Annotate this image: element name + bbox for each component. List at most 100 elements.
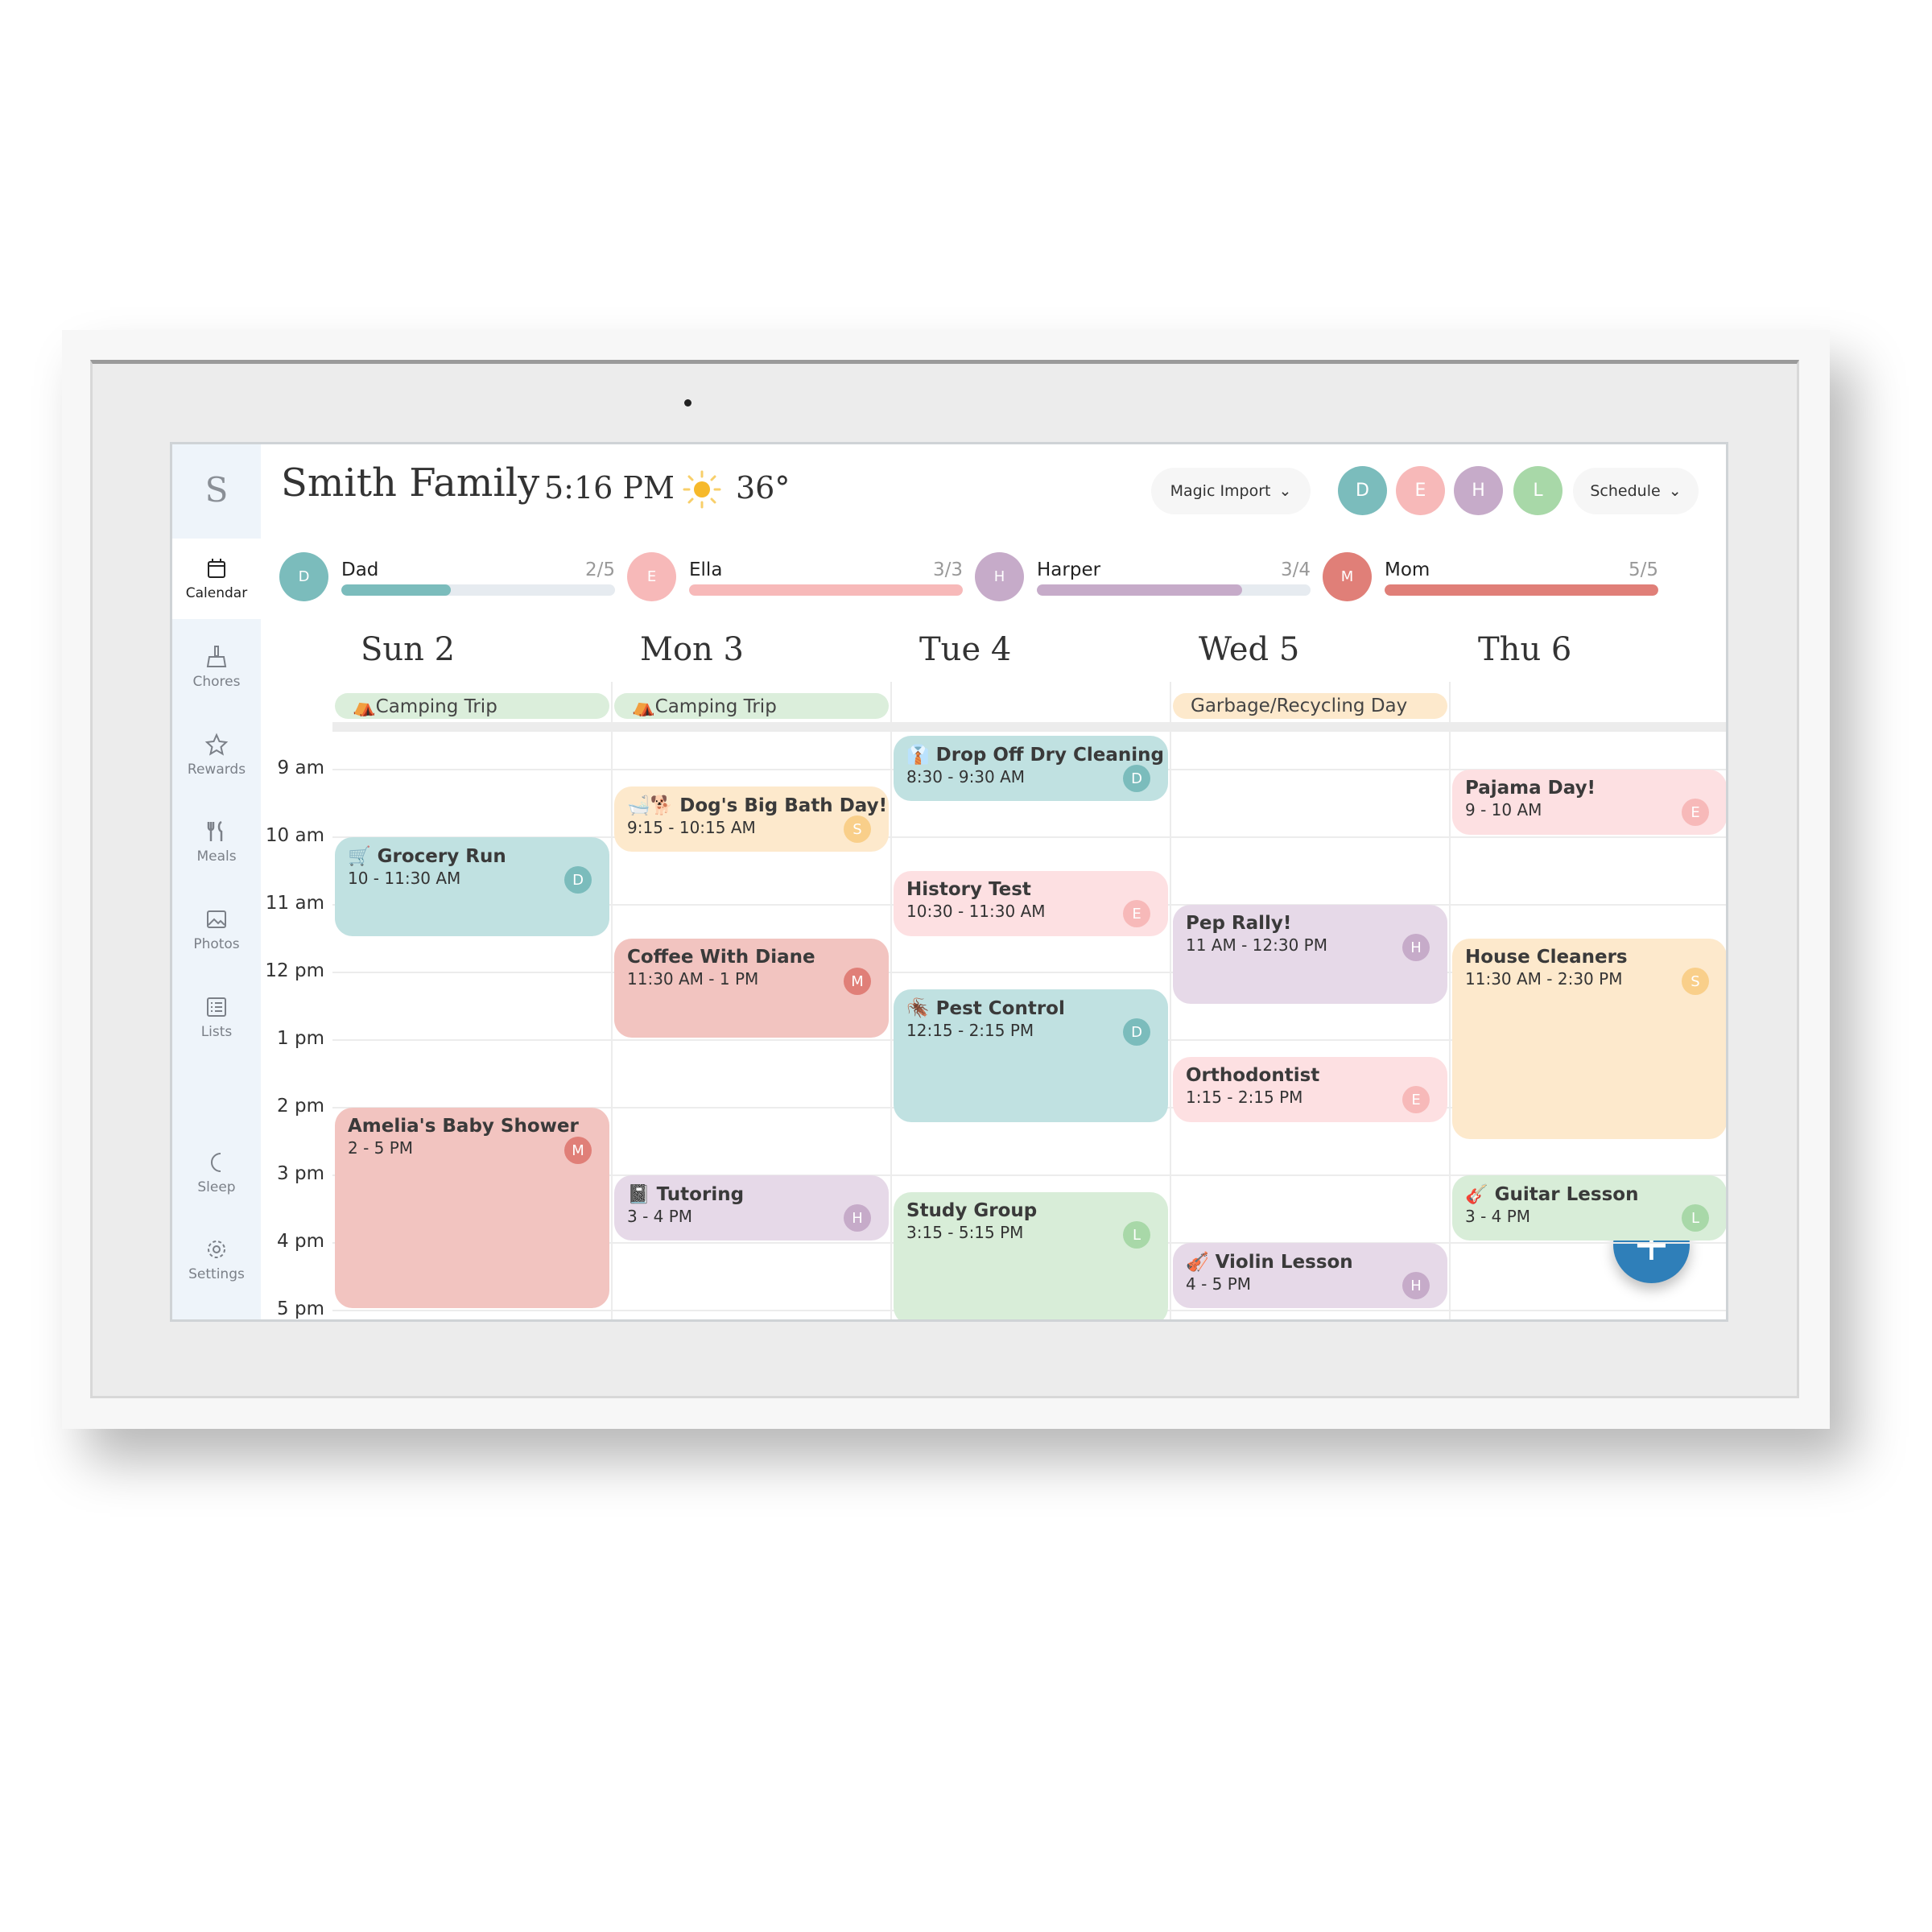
event-time: 9 - 10 AM: [1465, 800, 1542, 819]
sidebar-item-sleep[interactable]: Sleep: [172, 1133, 261, 1213]
calendar-event[interactable]: 🎸 Guitar Lesson 3 - 4 PM L: [1452, 1175, 1726, 1241]
day-header: Tue 4: [919, 631, 1012, 668]
sidebar-item-label: Settings: [188, 1266, 245, 1282]
event-title: 🛒 Grocery Run: [348, 846, 506, 867]
event-time: 3 - 4 PM: [627, 1207, 693, 1226]
member-name: Ella: [689, 559, 723, 580]
sidebar-item-label: Lists: [200, 1024, 233, 1040]
hour-line: [332, 972, 1726, 973]
event-title: History Test: [906, 879, 1031, 900]
time-label: 12 pm: [265, 960, 324, 981]
sidebar: S Calendar Chores Rewards Meals Photos Lists S…: [172, 444, 261, 1319]
calendar-event[interactable]: Coffee With Diane 11:30 AM - 1 PM M: [614, 939, 889, 1038]
avatar: M: [1323, 552, 1372, 601]
event-time: 11 AM - 12:30 PM: [1186, 935, 1327, 955]
sidebar-item-label: Calendar: [185, 585, 248, 601]
calendar-event[interactable]: Orthodontist 1:15 - 2:15 PM E: [1173, 1057, 1447, 1122]
calendar-event[interactable]: Pep Rally! 11 AM - 12:30 PM H: [1173, 905, 1447, 1004]
chore-count: 2/5: [584, 559, 615, 580]
event-title: 🎻 Violin Lesson: [1186, 1252, 1353, 1273]
filter-avatar-l[interactable]: L: [1513, 466, 1563, 515]
sidebar-item-label: Chores: [192, 674, 241, 690]
calendar-event[interactable]: 🎻 Violin Lesson 4 - 5 PM H: [1173, 1243, 1447, 1308]
image-icon: [207, 910, 226, 928]
filter-avatar-e[interactable]: E: [1396, 466, 1445, 515]
event-owner-avatar: E: [1682, 799, 1709, 826]
sidebar-item-meals[interactable]: Meals: [172, 802, 261, 882]
event-owner-avatar: L: [1123, 1221, 1150, 1249]
event-title: 🎸 Guitar Lesson: [1465, 1184, 1639, 1205]
all-day-event[interactable]: Garbage/Recycling Day: [1173, 693, 1447, 719]
event-title: Study Group: [906, 1200, 1038, 1221]
event-owner-avatar: M: [564, 1137, 592, 1164]
brand-logo[interactable]: S: [204, 469, 229, 510]
all-day-divider: [332, 722, 1726, 732]
event-owner-avatar: S: [1682, 968, 1709, 995]
chore-count: 5/5: [1628, 559, 1658, 580]
event-title: Coffee With Diane: [627, 947, 815, 968]
calendar-event[interactable]: Pajama Day! 9 - 10 AM E: [1452, 770, 1726, 835]
event-time: 3 - 4 PM: [1465, 1207, 1531, 1226]
calendar-event[interactable]: 👔 Drop Off Dry Cleaning 8:30 - 9:30 AM D: [894, 736, 1168, 801]
event-time: 4 - 5 PM: [1186, 1274, 1252, 1294]
event-owner-avatar: H: [1402, 1272, 1430, 1299]
event-title: Pajama Day!: [1465, 778, 1596, 799]
calendar-event[interactable]: Amelia's Baby Shower 2 - 5 PM M: [335, 1108, 609, 1308]
calendar-event[interactable]: 🛁🐕 Dog's Big Bath Day! 9:15 - 10:15 AM S: [614, 786, 889, 852]
calendar-event[interactable]: 📓 Tutoring 3 - 4 PM H: [614, 1175, 889, 1241]
sidebar-item-label: Rewards: [187, 762, 246, 778]
schedule-view-dropdown[interactable]: Schedule ⌄: [1573, 468, 1699, 514]
time-label: 9 am: [277, 758, 324, 778]
progress-bar: [1385, 584, 1658, 596]
calendar-event[interactable]: House Cleaners 11:30 AM - 2:30 PM S: [1452, 939, 1726, 1139]
time-label: 4 pm: [277, 1231, 324, 1252]
sidebar-item-rewards[interactable]: Rewards: [172, 715, 261, 795]
all-day-event[interactable]: ⛺Camping Trip: [335, 693, 609, 719]
day-header: Sun 2: [361, 631, 456, 668]
avatar: D: [279, 552, 328, 601]
sidebar-item-photos[interactable]: Photos: [172, 890, 261, 970]
filter-avatar-h[interactable]: H: [1454, 466, 1503, 515]
event-owner-avatar: M: [844, 968, 871, 995]
progress-fill: [689, 584, 963, 596]
column-divider: [1170, 682, 1171, 1319]
column-divider: [611, 682, 613, 1319]
event-time: 11:30 AM - 1 PM: [627, 969, 759, 989]
event-time: 9:15 - 10:15 AM: [627, 818, 756, 837]
calendar-event[interactable]: 🛒 Grocery Run 10 - 11:30 AM D: [335, 837, 609, 936]
event-owner-avatar: D: [1123, 765, 1150, 792]
event-time: 8:30 - 9:30 AM: [906, 767, 1026, 786]
chore-count: 3/4: [1280, 559, 1311, 580]
event-time: 1:15 - 2:15 PM: [1186, 1088, 1303, 1107]
magic-import-label: Magic Import: [1170, 482, 1271, 500]
event-owner-avatar: D: [1123, 1018, 1150, 1046]
event-time: 2 - 5 PM: [348, 1138, 414, 1158]
magic-import-button[interactable]: Magic Import ⌄: [1151, 468, 1311, 514]
filter-avatar-d[interactable]: D: [1338, 466, 1387, 515]
sidebar-item-label: Sleep: [197, 1179, 236, 1195]
page-title: Smith Family: [281, 460, 540, 506]
calendar-event[interactable]: 🪳 Pest Control 12:15 - 2:15 PM D: [894, 989, 1168, 1122]
avatar: E: [627, 552, 676, 601]
sidebar-item-settings[interactable]: Settings: [172, 1220, 261, 1300]
progress-fill: [1037, 584, 1242, 596]
chevron-down-icon: ⌄: [1278, 482, 1292, 500]
event-time: 11:30 AM - 2:30 PM: [1465, 969, 1623, 989]
member-name: Harper: [1037, 559, 1101, 580]
event-title: 🛁🐕 Dog's Big Bath Day!: [627, 795, 888, 816]
sidebar-item-calendar[interactable]: Calendar: [172, 539, 261, 619]
event-title: House Cleaners: [1465, 947, 1628, 968]
event-title: 📓 Tutoring: [627, 1184, 745, 1205]
progress-bar: [341, 584, 615, 596]
event-title: Pep Rally!: [1186, 913, 1292, 934]
sidebar-item-chores[interactable]: Chores: [172, 627, 261, 708]
calendar-event[interactable]: History Test 10:30 - 11:30 AM E: [894, 871, 1168, 936]
calendar-event[interactable]: Study Group 3:15 - 5:15 PM L: [894, 1192, 1168, 1319]
time-label: 10 am: [265, 825, 324, 846]
event-title: Amelia's Baby Shower: [348, 1116, 579, 1137]
day-header: Wed 5: [1199, 631, 1300, 668]
all-day-event[interactable]: ⛺Camping Trip: [614, 693, 889, 719]
sidebar-item-lists[interactable]: Lists: [172, 977, 261, 1058]
schedule-label: Schedule: [1590, 482, 1661, 500]
event-title: Orthodontist: [1186, 1065, 1320, 1086]
